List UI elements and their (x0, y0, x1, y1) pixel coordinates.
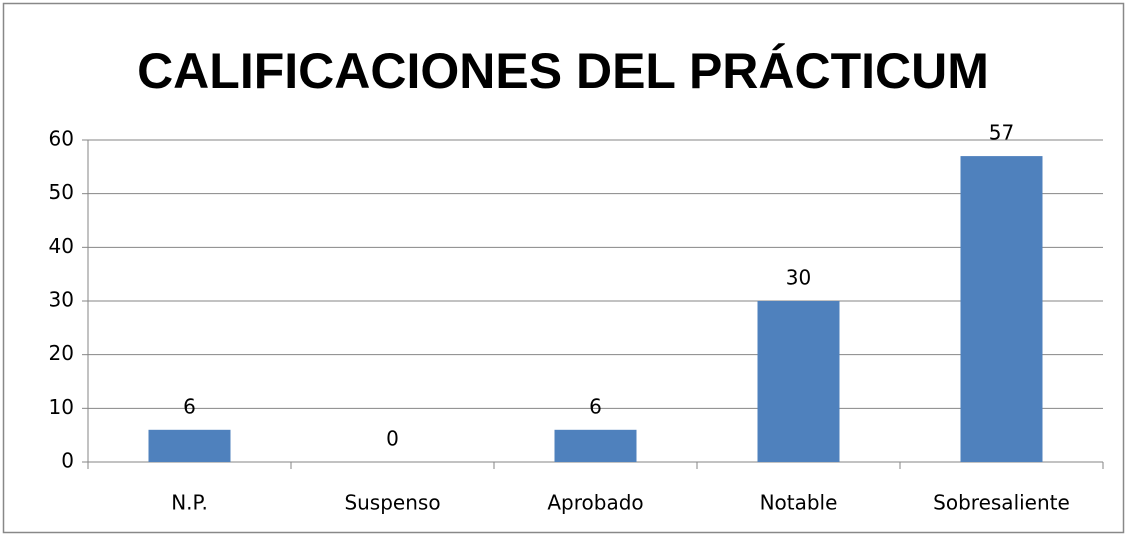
chart-title: CALIFICACIONES DEL PRÁCTICUM (137, 43, 989, 99)
data-label: 0 (386, 427, 399, 451)
bar (757, 301, 840, 462)
y-tick-label: 30 (49, 288, 74, 312)
data-label: 6 (183, 394, 196, 418)
bar (960, 156, 1043, 462)
x-tick-label: Suspenso (344, 491, 440, 515)
x-tick-label: Aprobado (547, 491, 643, 515)
data-label: 57 (989, 121, 1014, 145)
y-tick-label: 50 (49, 180, 74, 204)
data-label: 6 (589, 394, 602, 418)
x-tick-label: Sobresaliente (933, 491, 1070, 515)
y-tick-label: 20 (49, 341, 74, 365)
data-label: 30 (786, 266, 811, 290)
bar (148, 429, 231, 462)
y-tick-label: 40 (49, 234, 74, 258)
x-tick-label: Notable (760, 491, 838, 515)
x-tick-label: N.P. (171, 491, 208, 515)
y-tick-label: 10 (49, 395, 74, 419)
y-tick-label: 60 (49, 127, 74, 151)
bar (554, 429, 637, 462)
y-tick-label: 0 (61, 449, 74, 473)
